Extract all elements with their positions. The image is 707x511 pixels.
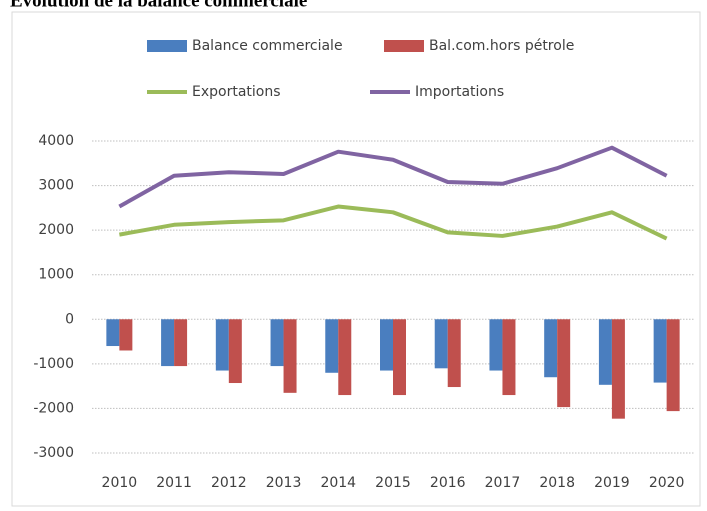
bar [666, 319, 680, 412]
bar [174, 319, 188, 367]
bar [283, 319, 297, 393]
bar [447, 319, 461, 388]
bar [653, 319, 667, 383]
y-tick-label: 1000 [38, 267, 74, 283]
chart-title: Evolution de la balance commerciale [10, 0, 307, 11]
x-tick-label: 2010 [102, 475, 138, 491]
x-tick-label: 2013 [266, 475, 302, 491]
y-tick-label: -1000 [33, 356, 74, 372]
bar [119, 319, 133, 351]
chart-frame [11, 11, 701, 507]
bar [215, 319, 229, 371]
x-tick-label: 2015 [375, 475, 411, 491]
legend-swatch [147, 40, 187, 52]
legend-label: Exportations [192, 84, 281, 100]
x-tick-label: 2019 [594, 475, 630, 491]
x-tick-label: 2011 [156, 475, 192, 491]
bar [380, 319, 393, 371]
y-tick-label: 3000 [38, 178, 74, 194]
y-tick-label: -3000 [33, 445, 74, 461]
y-tick-label: 2000 [38, 222, 74, 238]
bar [270, 319, 284, 367]
x-tick-label: 2020 [649, 475, 685, 491]
legend-swatch [384, 40, 424, 52]
bar [611, 319, 625, 419]
bar [393, 319, 406, 396]
bar [434, 319, 448, 369]
bar [489, 319, 503, 371]
x-tick-label: 2014 [320, 475, 356, 491]
x-tick-label: 2017 [485, 475, 521, 491]
bar [338, 319, 352, 396]
bar [502, 319, 516, 396]
x-tick-label: 2016 [430, 475, 466, 491]
bar [544, 319, 558, 378]
bar [161, 319, 175, 367]
y-tick-label: -2000 [33, 400, 74, 416]
x-tick-label: 2012 [211, 475, 247, 491]
legend-label: Balance commerciale [192, 38, 343, 54]
x-tick-label: 2018 [539, 475, 575, 491]
line [119, 204, 668, 241]
y-tick-label: 4000 [38, 133, 74, 149]
legend-label: Importations [415, 84, 504, 100]
line [118, 145, 668, 209]
bar [106, 319, 120, 347]
bar [228, 319, 242, 384]
legend-label: Bal.com.hors pétrole [429, 38, 574, 54]
bar [557, 319, 571, 408]
bar [598, 319, 612, 385]
y-tick-label: 0 [65, 311, 74, 327]
bar [325, 319, 339, 373]
